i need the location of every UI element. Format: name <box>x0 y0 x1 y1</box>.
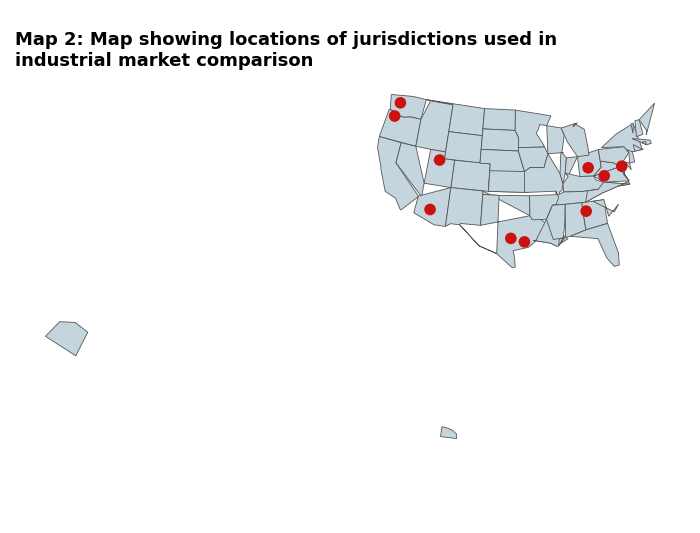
Point <box>598 172 610 180</box>
Point <box>505 234 517 243</box>
Polygon shape <box>642 141 646 145</box>
Polygon shape <box>601 123 643 152</box>
Polygon shape <box>377 136 419 210</box>
Polygon shape <box>530 191 559 220</box>
Polygon shape <box>414 188 451 227</box>
Point <box>580 207 592 215</box>
Polygon shape <box>593 200 619 216</box>
Polygon shape <box>639 103 654 135</box>
Polygon shape <box>489 171 528 192</box>
Polygon shape <box>460 195 568 268</box>
Polygon shape <box>631 123 633 133</box>
Polygon shape <box>620 167 629 181</box>
Polygon shape <box>483 109 515 131</box>
Polygon shape <box>565 157 578 176</box>
Polygon shape <box>46 322 88 356</box>
Polygon shape <box>635 120 643 136</box>
Polygon shape <box>416 101 453 152</box>
Polygon shape <box>426 100 484 136</box>
Polygon shape <box>379 109 421 146</box>
Polygon shape <box>424 149 454 188</box>
Polygon shape <box>483 191 530 216</box>
Polygon shape <box>391 94 426 119</box>
Polygon shape <box>440 427 456 439</box>
Point <box>616 162 627 171</box>
Polygon shape <box>578 150 601 176</box>
Polygon shape <box>519 147 548 172</box>
Polygon shape <box>586 182 630 202</box>
Polygon shape <box>445 188 483 227</box>
Polygon shape <box>570 223 620 266</box>
Point <box>389 112 400 120</box>
Polygon shape <box>594 161 620 176</box>
Text: Map 2: Map showing locations of jurisdictions used in
industrial market comparis: Map 2: Map showing locations of jurisdic… <box>15 31 557 70</box>
Polygon shape <box>634 144 643 151</box>
Polygon shape <box>396 143 424 197</box>
Point <box>395 99 406 107</box>
Polygon shape <box>582 200 608 230</box>
Polygon shape <box>515 110 551 148</box>
Polygon shape <box>632 139 651 145</box>
Polygon shape <box>547 204 565 246</box>
Polygon shape <box>626 150 635 163</box>
Polygon shape <box>594 167 629 182</box>
Polygon shape <box>451 160 490 191</box>
Point <box>519 238 530 246</box>
Polygon shape <box>565 203 586 237</box>
Polygon shape <box>524 154 563 198</box>
Point <box>424 205 435 214</box>
Polygon shape <box>560 152 566 184</box>
Polygon shape <box>533 205 564 246</box>
Polygon shape <box>598 147 629 167</box>
Polygon shape <box>547 126 564 154</box>
Polygon shape <box>480 149 524 192</box>
Polygon shape <box>552 182 630 205</box>
Polygon shape <box>625 162 631 170</box>
Polygon shape <box>561 123 589 157</box>
Point <box>434 156 445 164</box>
Point <box>582 164 594 172</box>
Polygon shape <box>444 132 482 163</box>
Polygon shape <box>563 173 630 192</box>
Polygon shape <box>481 129 519 151</box>
